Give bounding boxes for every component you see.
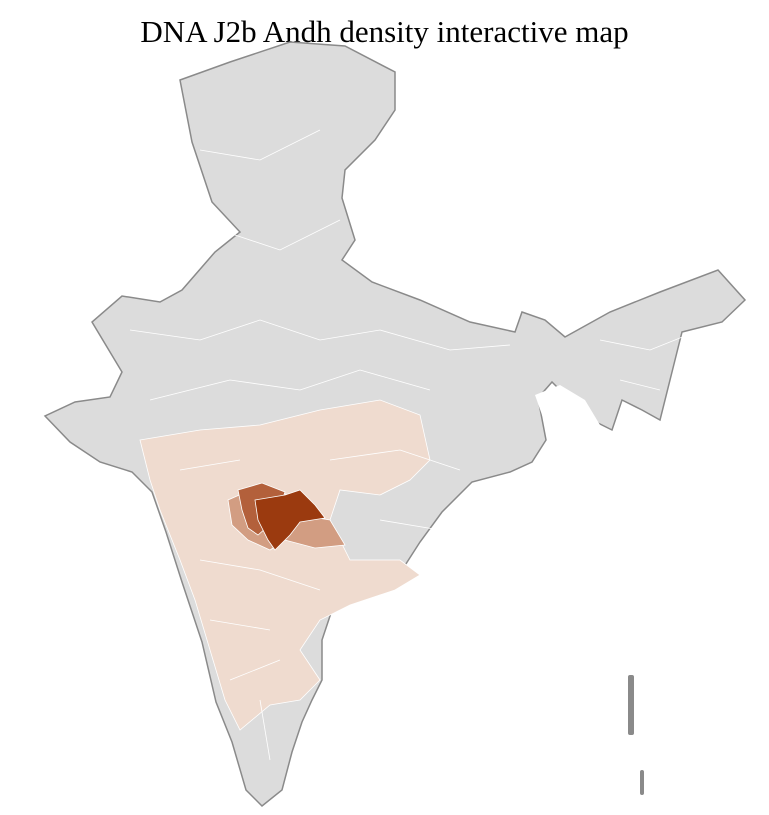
district-borders <box>129 129 701 761</box>
bangladesh-gap <box>535 385 600 440</box>
map-title: DNA J2b Andh density interactive map <box>140 14 629 49</box>
region-highest[interactable] <box>254 489 326 551</box>
region-low[interactable] <box>139 399 431 731</box>
islands <box>628 675 644 795</box>
